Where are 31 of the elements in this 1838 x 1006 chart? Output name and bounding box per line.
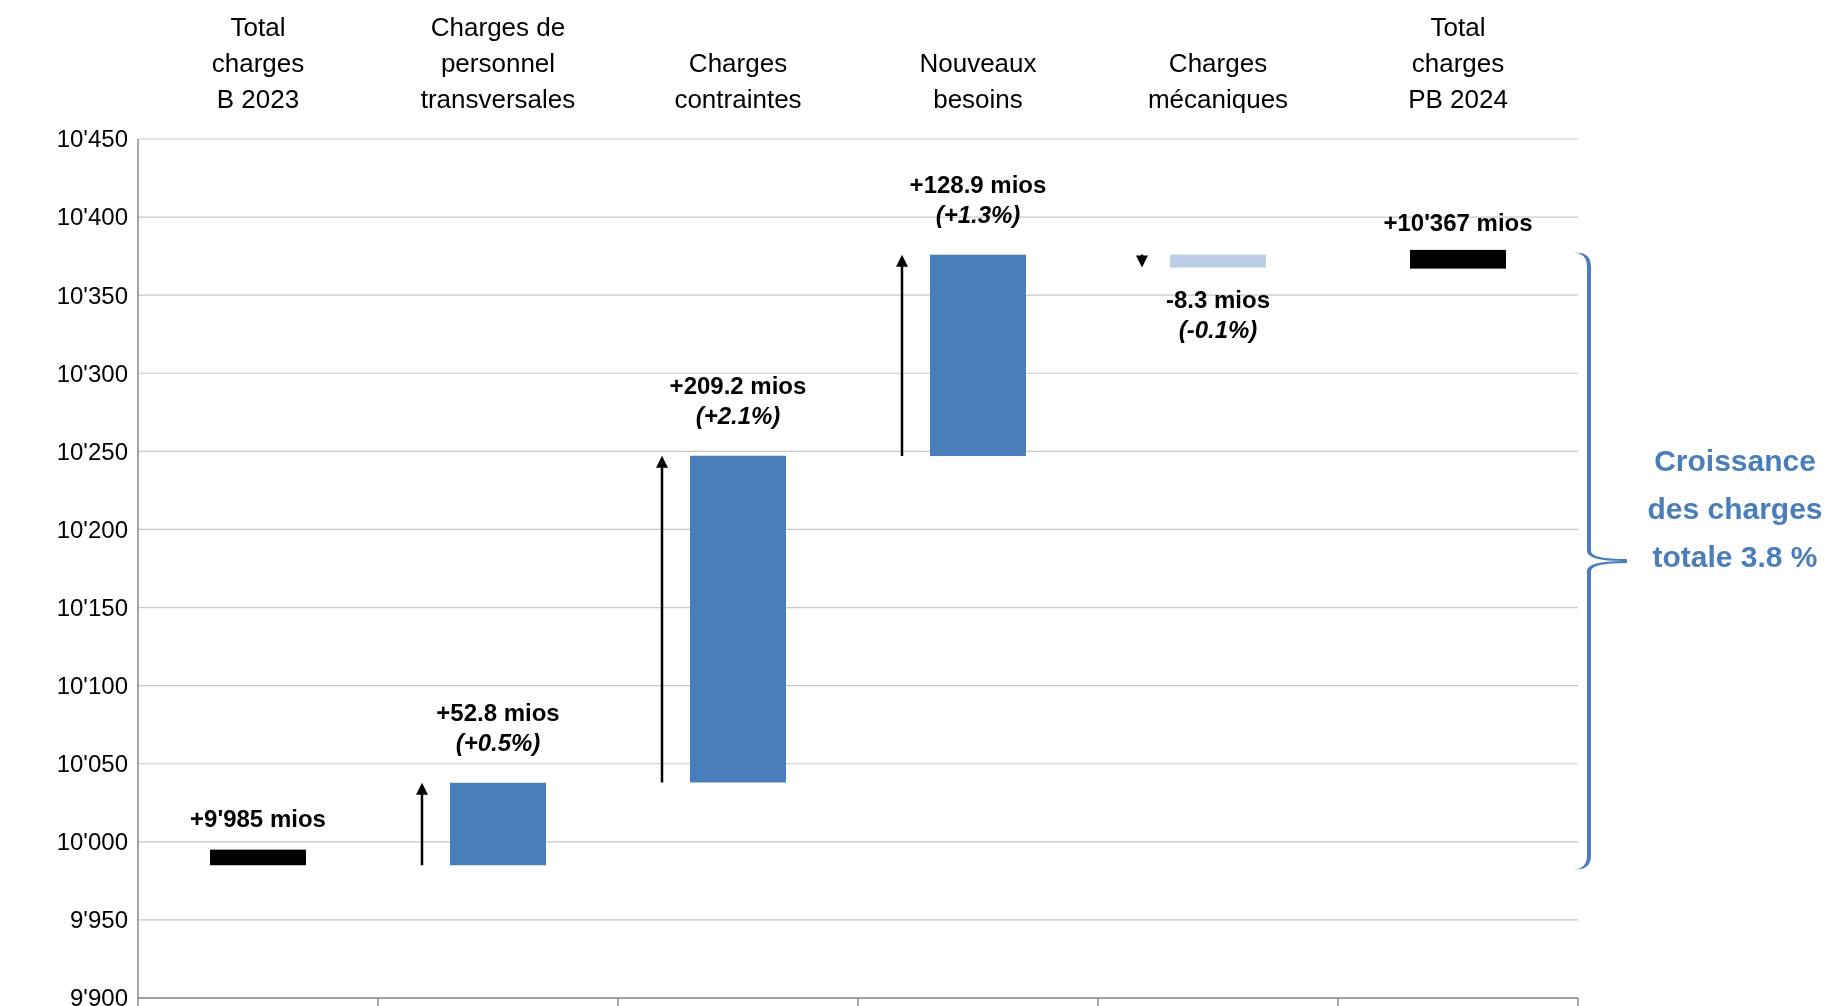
text: Croissance des charges totale 3.8 %: [1647, 443, 1823, 573]
y-tick-label: 10'400: [56, 203, 128, 231]
y-tick-label: 10'300: [56, 359, 128, 387]
y-tick-label: 10'050: [56, 750, 128, 778]
bar: [930, 254, 1026, 457]
bar: [690, 455, 786, 783]
x-tick-label: Charges contraintes: [674, 48, 802, 114]
x-tick-label: Nouveaux besoins: [919, 48, 1037, 114]
bar: [210, 849, 306, 866]
y-tick-label: 10'150: [56, 593, 128, 621]
y-tick-label: 9'950: [70, 906, 128, 934]
data-label: +52.8 mios (+0.5%): [436, 698, 560, 756]
annotation: +10'367 mios: [1383, 208, 1533, 236]
data-label: +128.9 mios (+1.3%): [909, 170, 1047, 228]
x-tick-label: Total charges B 2023: [211, 12, 305, 114]
y-tick-label: 10'350: [56, 281, 128, 309]
y-tick-label: 10'450: [56, 125, 128, 153]
x-tick-label: Charges mécaniques: [1147, 48, 1289, 114]
x-tick-label: Total charges PB 2024: [1408, 12, 1508, 114]
y-tick-label: 10'250: [56, 437, 128, 465]
data-label: +209.2 mios (+2.1%): [669, 371, 807, 429]
bar: [1410, 249, 1506, 269]
bar: [450, 782, 546, 866]
y-tick-label: 10'100: [56, 672, 128, 700]
y-tick-label: 10'000: [56, 828, 128, 856]
x-tick-label: Charges de personnel transversales: [420, 12, 576, 114]
y-tick-label: 10'200: [56, 515, 128, 543]
bar: [1170, 254, 1266, 268]
y-tick-label: 9'900: [70, 984, 128, 1006]
annotation: +9'985 mios: [190, 805, 326, 833]
data-label: -8.3 mios (-0.1%): [1165, 285, 1271, 343]
